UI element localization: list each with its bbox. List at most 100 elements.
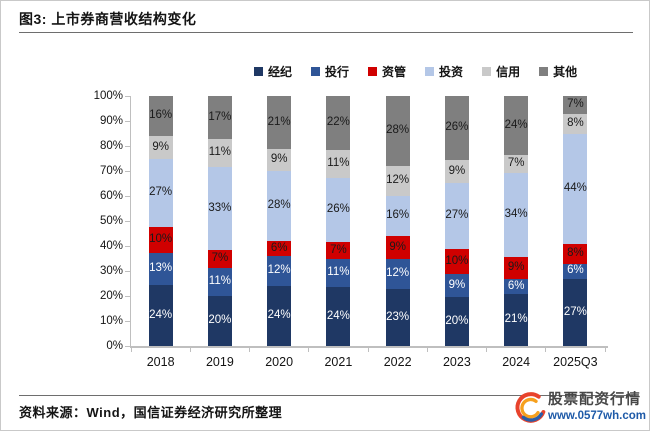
figure-title: 图3: 上市券商营收结构变化 xyxy=(19,11,197,27)
bar-segment-2019-投行: 11% xyxy=(207,267,232,296)
bar-segment-label: 12% xyxy=(386,174,410,187)
bar-segment-label: 11% xyxy=(327,266,350,279)
bar-segment-label: 24% xyxy=(326,309,350,322)
x-axis-label-2025Q3: 2025Q3 xyxy=(553,355,598,369)
x-axis-label-2018: 2018 xyxy=(146,355,175,369)
legend-item-信用: 信用 xyxy=(482,63,520,80)
y-axis-label: 70% xyxy=(99,165,123,177)
legend-swatch-icon xyxy=(482,67,492,76)
y-axis-line xyxy=(130,96,131,347)
x-axis-tick xyxy=(545,348,547,352)
bar-segment-2023-资管: 10% xyxy=(444,249,469,275)
y-axis-label: 60% xyxy=(99,190,123,202)
bar-segment-2020-资管: 6% xyxy=(267,241,292,256)
bar-segment-2018-投行: 13% xyxy=(148,252,173,286)
bar-segment-label: 13% xyxy=(149,262,173,275)
bar-segment-label: 17% xyxy=(208,110,232,123)
bar-segment-label: 9% xyxy=(270,153,288,165)
bar-segment-label: 7% xyxy=(330,243,347,256)
bar-segment-label: 16% xyxy=(386,209,410,222)
x-axis-tick xyxy=(249,348,250,352)
y-axis-tick xyxy=(125,345,130,347)
bar-segment-label: 11% xyxy=(208,146,231,159)
bar-segment-2019-经纪: 20% xyxy=(207,295,232,346)
bar-segment-2024-资管: 9% xyxy=(504,256,529,280)
bar-segment-label: 22% xyxy=(326,116,350,129)
bar-2022: 23% 12% 9% 16% 12% 28% xyxy=(385,96,410,346)
bar-segment-label: 27% xyxy=(149,186,173,199)
bar-2020: 24% 12% 6% 28% 9% 21% xyxy=(267,96,292,346)
y-axis-tick xyxy=(125,95,130,97)
x-axis-tick xyxy=(308,348,310,352)
bar-segment-label: 26% xyxy=(445,121,469,134)
bar-segment-label: 9% xyxy=(507,261,525,274)
y-axis-label: 20% xyxy=(99,290,123,302)
bar-segment-label: 24% xyxy=(504,118,528,131)
bar-segment-2021-经纪: 24% xyxy=(326,286,351,346)
bar-segment-label: 12% xyxy=(386,266,410,279)
legend-label: 投行 xyxy=(325,65,350,79)
y-axis-tick xyxy=(125,220,130,222)
bar-segment-2018-其他: 16% xyxy=(148,96,173,137)
bar-segment-2018-经纪: 24% xyxy=(148,285,173,346)
bar-segment-2023-投资: 27% xyxy=(444,182,469,250)
bar-segment-label: 11% xyxy=(208,274,231,287)
bar-segment-label: 12% xyxy=(267,264,291,277)
bar-2025Q3: 27% 6% 8% 44% 8% 7% xyxy=(563,96,588,346)
bar-segment-label: 10% xyxy=(149,233,173,246)
bar-segment-label: 44% xyxy=(563,181,587,194)
bar-segment-2020-其他: 21% xyxy=(267,96,292,149)
bar-segment-2019-资管: 7% xyxy=(207,250,232,268)
legend-item-其他: 其他 xyxy=(539,63,577,80)
y-axis-label: 40% xyxy=(99,240,123,252)
bar-segment-label: 21% xyxy=(504,313,528,326)
bar-segment-2020-信用: 9% xyxy=(267,148,292,171)
y-axis-tick xyxy=(125,195,130,197)
bar-segment-2021-投行: 11% xyxy=(326,259,351,287)
bar-segment-label: 20% xyxy=(208,314,232,326)
bar-segment-label: 16% xyxy=(149,109,173,122)
bar-segment-2024-投行: 6% xyxy=(504,279,529,295)
bar-segment-2021-信用: 11% xyxy=(326,150,351,178)
bar-segment-label: 23% xyxy=(386,310,410,323)
legend-swatch-icon xyxy=(539,67,549,76)
bar-segment-2020-投行: 12% xyxy=(267,256,292,286)
bar-segment-label: 8% xyxy=(567,116,584,129)
x-axis-label-2022: 2022 xyxy=(383,355,412,369)
legend-swatch-icon xyxy=(368,67,378,76)
chart-legend: 经纪 投行 资管 投资 信用 其他 xyxy=(254,63,577,80)
bar-segment-2022-投资: 16% xyxy=(385,196,410,236)
y-axis-tick xyxy=(125,145,130,147)
bar-segment-2021-投资: 26% xyxy=(326,177,351,243)
bar-segment-2024-经纪: 21% xyxy=(504,294,529,346)
bar-segment-label: 8% xyxy=(567,246,584,259)
bar-segment-label: 7% xyxy=(211,252,229,265)
source-divider xyxy=(19,395,633,396)
y-axis-label: 30% xyxy=(99,265,123,277)
bar-segment-2018-投资: 27% xyxy=(148,159,173,228)
bar-segment-2024-投资: 34% xyxy=(504,172,529,257)
x-axis-label-2019: 2019 xyxy=(205,355,234,369)
brand-name: 股票配资行情 xyxy=(548,392,641,409)
bar-segment-label: 11% xyxy=(327,157,350,170)
legend-item-投行: 投行 xyxy=(311,63,349,80)
bar-segment-label: 6% xyxy=(507,279,525,292)
bar-segment-2025Q3-投资: 44% xyxy=(563,133,588,244)
bar-segment-2018-信用: 9% xyxy=(148,136,173,160)
y-axis-tick xyxy=(125,170,130,172)
bar-segment-label: 9% xyxy=(389,240,406,253)
x-axis-tick xyxy=(130,348,132,352)
bar-segment-label: 7% xyxy=(567,98,584,110)
bar-segment-2023-其他: 26% xyxy=(444,96,469,161)
bar-segment-2023-信用: 9% xyxy=(444,160,469,183)
bar-2019: 20% 11% 7% 33% 11% 17% xyxy=(207,96,232,346)
bar-segment-2022-其他: 28% xyxy=(385,96,410,166)
bar-segment-2023-经纪: 20% xyxy=(444,296,469,346)
legend-item-投资: 投资 xyxy=(425,63,463,80)
bar-segment-2021-资管: 7% xyxy=(326,242,351,260)
bar-segment-label: 7% xyxy=(507,157,525,170)
bar-2023: 20% 9% 10% 27% 9% 26% xyxy=(444,96,469,346)
y-axis-label: 50% xyxy=(99,215,123,227)
legend-swatch-icon xyxy=(311,67,321,76)
